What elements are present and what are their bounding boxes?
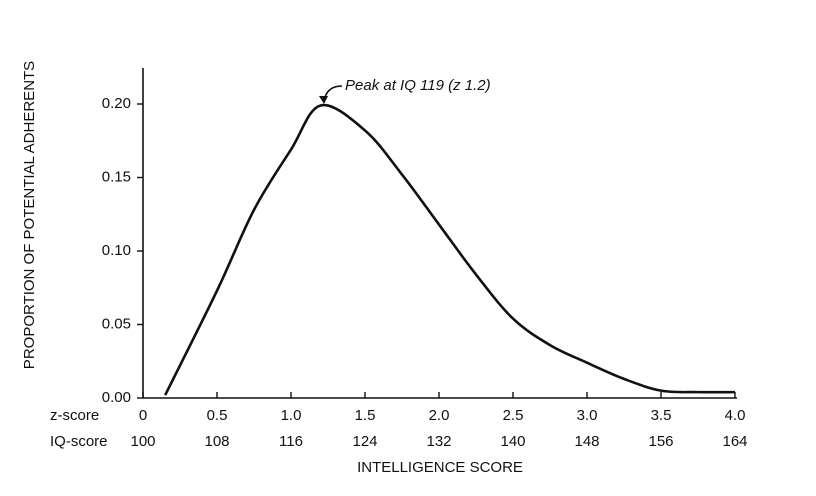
y-tick-label: 0.05	[102, 315, 131, 332]
x2-tick-label: 140	[500, 433, 525, 450]
y-tick-label: 0.10	[102, 242, 131, 259]
curve	[164, 103, 736, 396]
x2-row-label: IQ-score	[50, 433, 108, 450]
x-row-label: z-score	[50, 407, 99, 424]
x2-tick-label: 132	[426, 433, 451, 450]
x-tick-label: 2.0	[429, 407, 450, 424]
arrow-head	[319, 96, 328, 104]
x-tick-label: 3.5	[651, 407, 672, 424]
y-axis-label: PROPORTION OF POTENTIAL ADHERENTS	[21, 61, 38, 369]
x-tick-label: 1.0	[281, 407, 302, 424]
x2-tick-label: 124	[352, 433, 377, 450]
x2-tick-label: 164	[722, 433, 747, 450]
x2-tick-label: 156	[648, 433, 673, 450]
annotation-arrow	[323, 85, 343, 103]
x2-tick-label: 148	[574, 433, 599, 450]
y-tick-label: 0.15	[102, 168, 131, 185]
y-tick-label: 0.20	[102, 95, 131, 112]
y-tick-label: 0.00	[102, 389, 131, 406]
x-tick-label: 4.0	[725, 407, 746, 424]
annotation: Peak at IQ 119 (z 1.2)	[345, 77, 491, 94]
x2-tick-label: 108	[204, 433, 229, 450]
x-tick-label: 0	[139, 407, 147, 424]
x-tick-label: 3.0	[577, 407, 598, 424]
x-tick-label: 2.5	[503, 407, 524, 424]
x-axis-label: INTELLIGENCE SCORE	[357, 459, 523, 476]
x-tick-label: 0.5	[207, 407, 228, 424]
x2-tick-label: 116	[279, 433, 303, 450]
x2-tick-label: 100	[130, 433, 155, 450]
x-tick-label: 1.5	[355, 407, 376, 424]
